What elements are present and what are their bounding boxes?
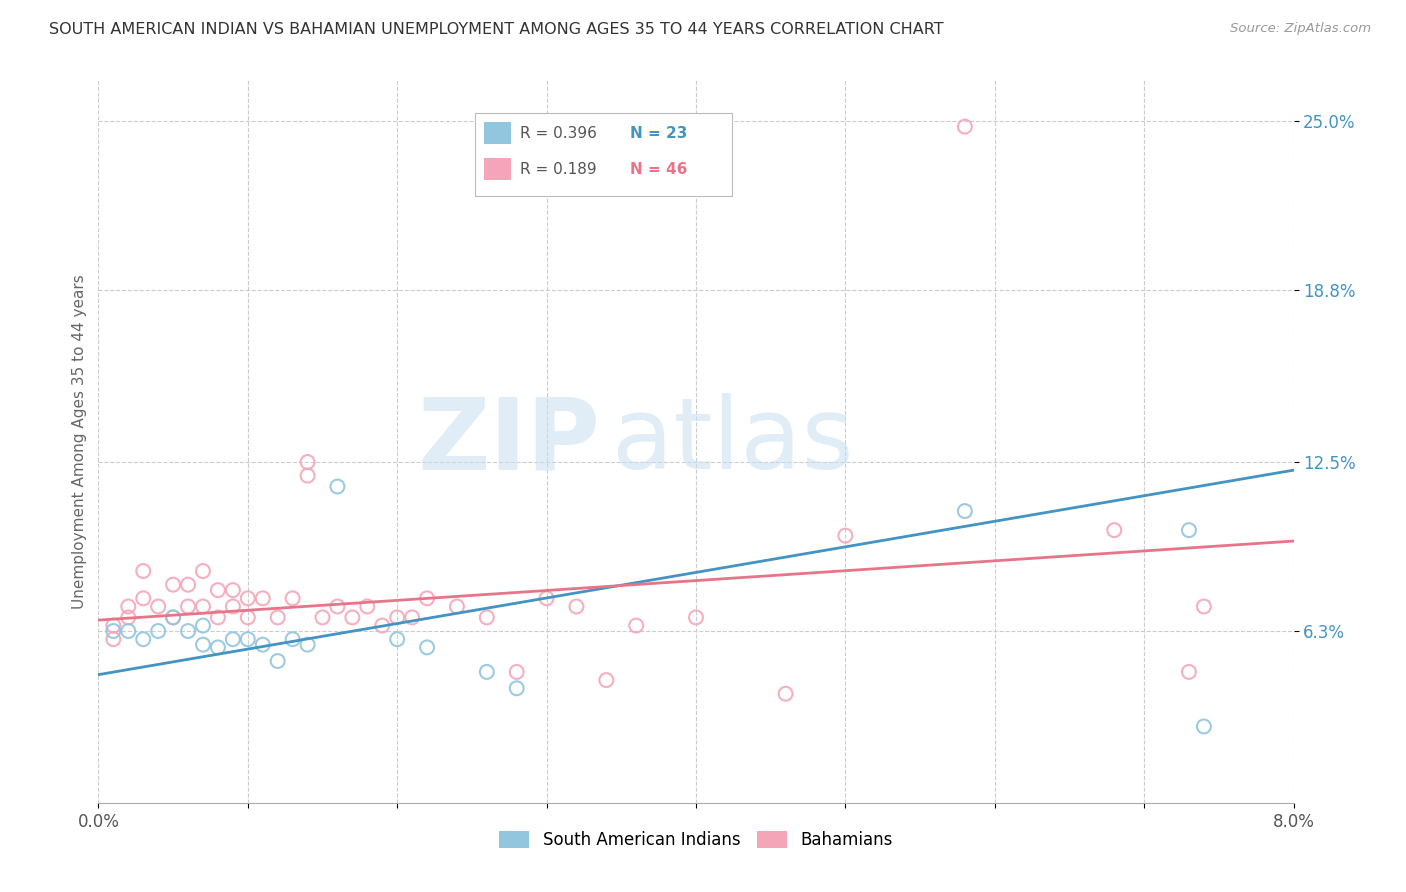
Point — [177, 599, 200, 614]
Point — [342, 610, 364, 624]
Point — [356, 599, 378, 614]
Point — [1104, 523, 1126, 537]
Point — [132, 591, 155, 606]
Text: N = 23: N = 23 — [630, 126, 688, 141]
Point — [685, 610, 707, 624]
Point — [222, 632, 245, 647]
Text: SOUTH AMERICAN INDIAN VS BAHAMIAN UNEMPLOYMENT AMONG AGES 35 TO 44 YEARS CORRELA: SOUTH AMERICAN INDIAN VS BAHAMIAN UNEMPL… — [49, 22, 943, 37]
Point — [1192, 719, 1215, 733]
Point — [297, 638, 319, 652]
Point — [162, 577, 184, 591]
Point — [371, 618, 394, 632]
Point — [297, 455, 319, 469]
Legend: South American Indians, Bahamians: South American Indians, Bahamians — [492, 824, 900, 856]
Point — [953, 504, 976, 518]
Point — [207, 640, 229, 655]
Point — [297, 468, 319, 483]
Text: R = 0.396: R = 0.396 — [520, 126, 598, 141]
Point — [191, 564, 214, 578]
Point — [626, 618, 648, 632]
Point — [1178, 523, 1201, 537]
Point — [252, 591, 274, 606]
Point — [506, 681, 529, 696]
Point — [1178, 665, 1201, 679]
Text: Source: ZipAtlas.com: Source: ZipAtlas.com — [1230, 22, 1371, 36]
Text: atlas: atlas — [613, 393, 853, 490]
Point — [536, 591, 558, 606]
Point — [385, 632, 409, 647]
Point — [267, 610, 290, 624]
Point — [236, 610, 259, 624]
Point — [162, 610, 184, 624]
Point — [506, 665, 529, 679]
Point — [222, 583, 245, 598]
Point — [103, 618, 125, 632]
Point — [191, 638, 214, 652]
Point — [326, 599, 349, 614]
Point — [834, 528, 856, 542]
Point — [416, 640, 439, 655]
Text: R = 0.189: R = 0.189 — [520, 161, 598, 177]
Point — [775, 687, 797, 701]
Point — [191, 618, 214, 632]
Point — [117, 610, 139, 624]
Point — [236, 632, 259, 647]
Point — [117, 599, 139, 614]
Point — [281, 632, 304, 647]
Point — [446, 599, 468, 614]
Point — [1192, 599, 1215, 614]
Point — [267, 654, 290, 668]
Point — [252, 638, 274, 652]
Point — [117, 624, 139, 638]
Point — [416, 591, 439, 606]
Point — [385, 610, 409, 624]
Point — [177, 577, 200, 591]
Point — [236, 591, 259, 606]
Point — [177, 624, 200, 638]
Point — [148, 624, 170, 638]
Point — [162, 610, 184, 624]
Point — [148, 599, 170, 614]
Point — [222, 599, 245, 614]
Point — [191, 599, 214, 614]
Point — [207, 610, 229, 624]
Point — [207, 583, 229, 598]
Point — [475, 665, 498, 679]
FancyBboxPatch shape — [475, 112, 733, 196]
Point — [595, 673, 617, 687]
Point — [103, 624, 125, 638]
Point — [132, 564, 155, 578]
Y-axis label: Unemployment Among Ages 35 to 44 years: Unemployment Among Ages 35 to 44 years — [72, 274, 87, 609]
Point — [401, 610, 423, 624]
Point — [103, 632, 125, 647]
Text: N = 46: N = 46 — [630, 161, 688, 177]
Point — [953, 120, 976, 134]
Point — [475, 610, 498, 624]
Point — [132, 632, 155, 647]
Point — [311, 610, 333, 624]
FancyBboxPatch shape — [485, 158, 510, 180]
Point — [281, 591, 304, 606]
Text: ZIP: ZIP — [418, 393, 600, 490]
Point — [565, 599, 588, 614]
FancyBboxPatch shape — [485, 122, 510, 144]
Point — [326, 479, 349, 493]
